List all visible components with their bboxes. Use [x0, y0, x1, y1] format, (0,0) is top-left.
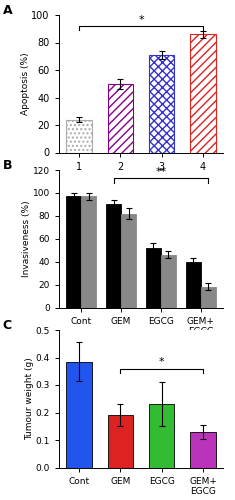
Y-axis label: Apoptosis (%): Apoptosis (%): [21, 52, 30, 115]
Text: *: *: [138, 16, 144, 26]
Bar: [190, 432, 216, 468]
Bar: [149, 404, 174, 468]
Bar: [149, 55, 174, 152]
Text: C: C: [3, 319, 12, 332]
Text: A: A: [3, 4, 12, 17]
Y-axis label: Tumour weight (g): Tumour weight (g): [25, 358, 34, 440]
Bar: [121, 214, 136, 308]
Bar: [108, 84, 133, 152]
Bar: [66, 362, 92, 468]
Bar: [106, 204, 121, 308]
Bar: [66, 120, 92, 152]
Bar: [190, 34, 216, 152]
Bar: [186, 262, 201, 308]
Text: B: B: [3, 159, 12, 172]
Bar: [108, 415, 133, 468]
Bar: [161, 255, 176, 308]
Bar: [66, 196, 81, 308]
Bar: [146, 248, 161, 308]
Y-axis label: Invasiveness (%): Invasiveness (%): [22, 200, 31, 277]
Text: *: *: [159, 357, 164, 367]
Text: **: **: [155, 168, 167, 177]
Bar: [201, 287, 216, 308]
Bar: [81, 196, 96, 308]
